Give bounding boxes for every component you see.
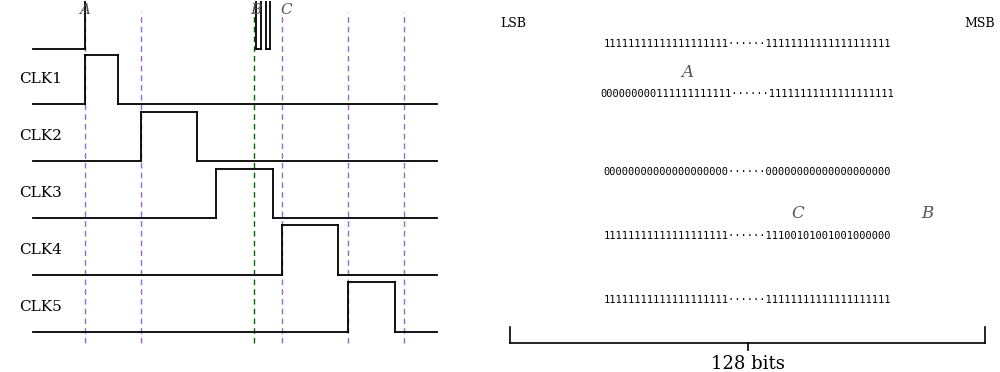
Text: 11111111111111111111······11111111111111111111: 11111111111111111111······11111111111111… [604, 295, 891, 305]
Text: CLK2: CLK2 [19, 129, 62, 144]
Text: CLK3: CLK3 [19, 186, 62, 201]
Text: 11111111111111111111······11111111111111111111: 11111111111111111111······11111111111111… [604, 39, 891, 49]
Text: CLK1: CLK1 [19, 73, 62, 86]
Text: 00000000000000000000······00000000000000000000: 00000000000000000000······00000000000000… [604, 167, 891, 177]
Text: CLK4: CLK4 [19, 243, 62, 257]
Text: B: B [251, 3, 262, 17]
Text: C: C [281, 3, 293, 17]
Text: A: A [79, 3, 90, 17]
Text: 000000000111111111111······11111111111111111111: 000000000111111111111······1111111111111… [601, 89, 894, 99]
Text: LSB: LSB [500, 17, 526, 30]
Text: MSB: MSB [964, 17, 995, 30]
Text: B: B [921, 205, 934, 221]
Text: 128 bits: 128 bits [711, 355, 784, 372]
Text: A: A [682, 64, 694, 81]
Text: CLK5: CLK5 [19, 301, 62, 314]
Text: C: C [791, 205, 804, 221]
Text: 11111111111111111111······11100101001001000000: 11111111111111111111······11100101001001… [604, 231, 891, 241]
